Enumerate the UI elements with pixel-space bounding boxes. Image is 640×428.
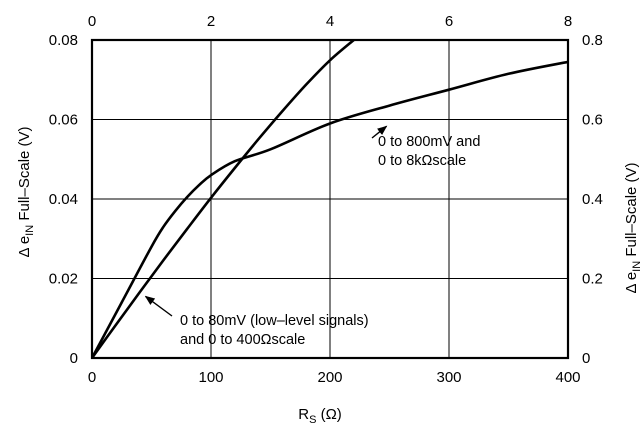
y-right-tick-label: 0.2 [582,271,603,288]
x-top-tick-label: 8 [564,13,572,30]
y-right-tick-label: 0.8 [582,32,603,49]
y-axis-label-right-subscript: IN [631,261,640,272]
y-axis-label-right: Δ eIN Full–Scale (V) [623,162,640,293]
y-left-tick-label: 0.04 [49,191,78,208]
y-left-tick-label: 0.06 [49,112,78,129]
y-right-tick-label: 0 [582,350,590,367]
y-right-tick-label: 0.6 [582,112,603,129]
y-axis-label-left-subscript: IN [24,225,36,236]
x-bottom-tick-label: 300 [436,369,461,386]
x-axis-label-subscript: S [309,414,316,426]
x-bottom-tick-label: 200 [317,369,342,386]
x-bottom-tick-label: 400 [555,369,580,386]
annotation-arrow [371,125,388,139]
series-line-2 [92,60,568,358]
y-left-tick-label: 0 [70,350,78,367]
annotations: 0 to 800mV and 0 to 8kΩscale 0 to 80mV (lo… [144,125,480,348]
annotation-arrow [144,295,173,317]
x-bottom-tick-label: 100 [198,369,223,386]
x-top-tick-label: 2 [207,13,215,30]
y-left-tick-label: 0.02 [49,271,78,288]
y-right-tick-label: 0.4 [582,191,603,208]
grid-lines [92,40,568,358]
x-top-tick-label: 6 [445,13,453,30]
x-top-tick-label: 0 [88,13,96,30]
x-top-tick-label: 4 [326,13,334,30]
annotation-label: 0 to 800mV and 0 to 8kΩscale [378,134,480,169]
annotation-label: 0 to 80mV (low–level signals) and 0 to 40… [180,313,369,348]
y-left-tick-label: 0.08 [49,32,78,49]
series-line-1 [92,40,355,358]
y-axis-label-left: Δ eIN Full–Scale (V) [16,126,36,257]
x-bottom-tick-label: 0 [88,369,96,386]
plot-frame [90,38,570,360]
x-axis-label: RS (Ω) [298,406,342,426]
series-layer [92,40,568,358]
